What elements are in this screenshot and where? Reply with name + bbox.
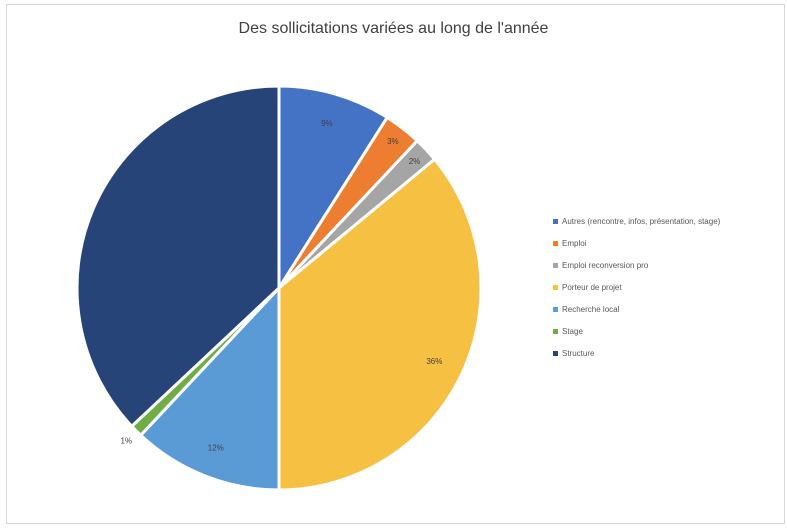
legend-item: Structure xyxy=(553,348,720,359)
slice-data-label: 2% xyxy=(409,157,421,166)
legend-item: Emploi xyxy=(553,238,720,249)
slice-data-label: 12% xyxy=(208,444,224,453)
pie-slice xyxy=(138,284,281,492)
legend-label: Emploi xyxy=(562,239,587,248)
legend-label: Porteur de projet xyxy=(562,283,622,292)
chart-legend: Autres (rencontre, infos, présentation, … xyxy=(553,216,720,370)
pie-slice xyxy=(277,84,390,294)
legend-label: Stage xyxy=(562,327,583,336)
legend-swatch xyxy=(553,263,558,268)
legend-label: Structure xyxy=(562,349,595,358)
slice-data-label: 36% xyxy=(426,357,442,366)
slice-data-label: 9% xyxy=(321,119,333,128)
pie-slice xyxy=(277,157,483,492)
legend-item: Recherche local xyxy=(553,304,720,315)
legend-item: Porteur de projet xyxy=(553,282,720,293)
slice-data-label: 3% xyxy=(387,137,399,146)
legend-swatch xyxy=(553,241,558,246)
legend-label: Recherche local xyxy=(562,305,620,314)
legend-label: Autres (rencontre, infos, présentation, … xyxy=(562,217,721,226)
legend-swatch xyxy=(553,351,558,356)
pie-slice xyxy=(75,84,281,429)
legend-swatch xyxy=(553,285,558,290)
chart-title: Des sollicitations variées au long de l'… xyxy=(238,20,549,37)
legend-item: Emploi reconversion pro xyxy=(553,260,720,271)
legend-label: Emploi reconversion pro xyxy=(562,261,649,270)
legend-swatch xyxy=(553,219,558,224)
legend-swatch xyxy=(553,329,558,334)
legend-item: Stage xyxy=(553,326,720,337)
legend-swatch xyxy=(553,307,558,312)
slice-data-label: 1% xyxy=(120,437,132,446)
legend-item: Autres (rencontre, infos, présentation, … xyxy=(553,216,720,227)
